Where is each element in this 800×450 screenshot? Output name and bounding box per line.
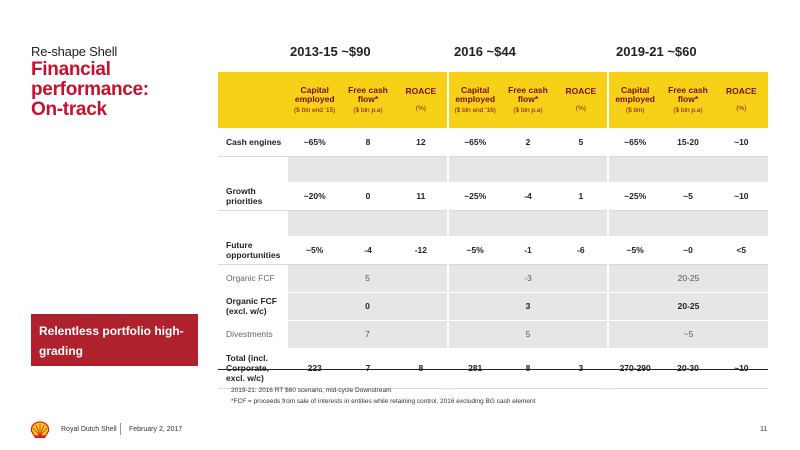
table-row: Growth priorities ~20% 0 11 ~25% -4 1 ~2… bbox=[218, 182, 768, 211]
table-cell: 1 bbox=[554, 182, 608, 211]
table-cell: ~5 bbox=[661, 182, 715, 211]
footer-divider bbox=[120, 423, 121, 435]
col-header: Free cash flow* ($ bln p.a) bbox=[341, 72, 395, 128]
table-cell: 223 bbox=[288, 348, 342, 389]
table-cell: ~25% bbox=[447, 182, 502, 211]
period-heading-3: 2019-21 ~$60 bbox=[616, 44, 697, 59]
footer-date: February 2, 2017 bbox=[129, 426, 183, 433]
financial-table: Capital employed ($ bln end '15) Free cas… bbox=[218, 72, 768, 389]
col-header: Capital employed ($ bln end '16) bbox=[447, 72, 502, 128]
table-cell: 15-20 bbox=[661, 128, 715, 157]
row-label: Growth priorities bbox=[218, 182, 289, 211]
table-cell: ~65% bbox=[447, 128, 502, 157]
spacer-row bbox=[218, 156, 768, 183]
table-cell: 20-30 bbox=[661, 348, 715, 389]
table-cell: 7 bbox=[288, 320, 449, 349]
row-label: Cash engines bbox=[218, 128, 289, 157]
table-cell: -1 bbox=[501, 236, 555, 265]
table-cell: ~20% bbox=[288, 182, 342, 211]
table-row: Organic FCF (excl. w/c) 0 3 20-25 bbox=[218, 292, 768, 321]
table-cell: ~10 bbox=[714, 348, 768, 389]
table-cell: -4 bbox=[501, 182, 555, 211]
header-blank bbox=[218, 72, 289, 128]
table-cell: -3 bbox=[447, 264, 608, 293]
slide-title: Financial performance: On-track bbox=[31, 60, 211, 120]
table-cell: ~10 bbox=[714, 182, 768, 211]
table-cell: 5 bbox=[554, 128, 608, 157]
table-cell: -6 bbox=[554, 236, 608, 265]
table-cell: ~5% bbox=[606, 236, 662, 265]
period-heading-1: 2013-15 ~$90 bbox=[290, 44, 371, 59]
section-kicker: Re-shape Shell bbox=[31, 44, 118, 59]
title-block: Re-shape Shell Financial performance: On… bbox=[31, 44, 211, 120]
footnote-1: 2019-21: 2016 RT $60 scenario, mid-cycle… bbox=[231, 387, 392, 394]
col-header: Free cash flow* ($ bln p.a) bbox=[661, 72, 715, 128]
table-row: Future opportunities ~5% -4 -12 ~5% -1 -… bbox=[218, 236, 768, 265]
table-cell: 270-290 bbox=[606, 348, 662, 389]
row-label: Future opportunities bbox=[218, 236, 289, 265]
title-line-2: performance: bbox=[31, 79, 149, 100]
title-line-3: On-track bbox=[31, 99, 107, 120]
footnote-2: *FCF = proceeds from sale of interests i… bbox=[231, 398, 536, 405]
col-header: Capital employed ($ bln end '15) bbox=[288, 72, 342, 128]
col-header: Capital employed ($ bln) bbox=[606, 72, 662, 128]
title-line-1: Financial bbox=[31, 59, 111, 80]
table-cell: 5 bbox=[447, 320, 608, 349]
table-cell: ~65% bbox=[606, 128, 662, 157]
table-row: Total (incl. Corporate, excl. w/c) 223 7… bbox=[218, 348, 768, 389]
callout-box: Relentless portfolio high-grading bbox=[31, 314, 198, 366]
table-cell: 11 bbox=[394, 182, 449, 211]
table-cell: 3 bbox=[554, 348, 608, 389]
row-label: Organic FCF bbox=[218, 264, 289, 293]
table-cell: ~5 bbox=[607, 320, 768, 349]
table-cell: 8 bbox=[341, 128, 395, 157]
col-header: Free cash flow* ($ bln p.a) bbox=[501, 72, 555, 128]
table-bottom-rule bbox=[218, 369, 768, 370]
col-header: ROACE (%) bbox=[714, 72, 768, 128]
table-cell: ~65% bbox=[288, 128, 342, 157]
row-label: Divestments bbox=[218, 320, 289, 349]
col-header: ROACE (%) bbox=[554, 72, 608, 128]
table-cell: <5 bbox=[714, 236, 768, 265]
table-cell: ~0 bbox=[661, 236, 715, 265]
table-cell: 2 bbox=[501, 128, 555, 157]
row-label: Total (incl. Corporate, excl. w/c) bbox=[218, 348, 289, 389]
table-row: Divestments 7 5 ~5 bbox=[218, 320, 768, 349]
period-heading-2: 2016 ~$44 bbox=[454, 44, 516, 59]
table-cell: 20-25 bbox=[607, 264, 768, 293]
table-cell: 3 bbox=[447, 292, 608, 321]
spacer-row bbox=[218, 210, 768, 237]
col-header: ROACE (%) bbox=[394, 72, 449, 128]
table-cell: ~5% bbox=[447, 236, 502, 265]
footer-company: Royal Dutch Shell bbox=[61, 426, 117, 433]
table-cell: 0 bbox=[288, 292, 449, 321]
table-cell: 20-25 bbox=[607, 292, 768, 321]
table-header-row: Capital employed ($ bln end '15) Free cas… bbox=[218, 72, 768, 128]
table-cell: 8 bbox=[394, 348, 449, 389]
table-cell: 0 bbox=[341, 182, 395, 211]
page-number: 11 bbox=[760, 426, 768, 433]
table-cell: 5 bbox=[288, 264, 449, 293]
table-cell: -4 bbox=[341, 236, 395, 265]
table-cell: 12 bbox=[394, 128, 449, 157]
table-row: Cash engines ~65% 8 12 ~65% 2 5 ~65% 15-… bbox=[218, 128, 768, 157]
table-cell: 281 bbox=[447, 348, 502, 389]
table-cell: ~25% bbox=[606, 182, 662, 211]
row-label: Organic FCF (excl. w/c) bbox=[218, 292, 289, 321]
table-cell: 8 bbox=[501, 348, 555, 389]
table-cell: -12 bbox=[394, 236, 449, 265]
table-cell: ~5% bbox=[288, 236, 342, 265]
table-cell: 7 bbox=[341, 348, 395, 389]
shell-pecten-logo-icon bbox=[30, 421, 50, 438]
table-row: Organic FCF 5 -3 20-25 bbox=[218, 264, 768, 293]
table-cell: ~10 bbox=[714, 128, 768, 157]
